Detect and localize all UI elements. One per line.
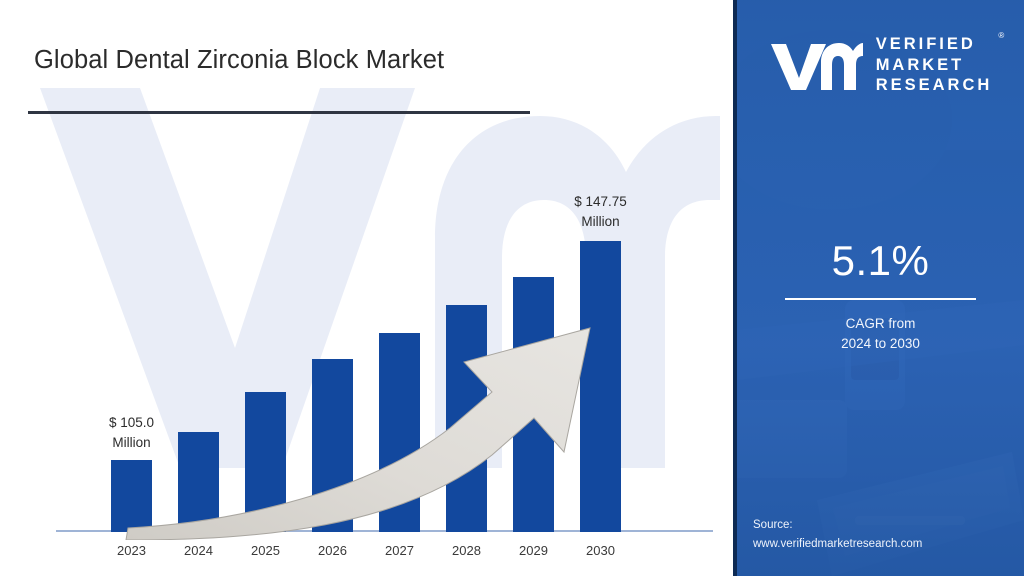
- registered-trademark-icon: ®: [998, 30, 1005, 40]
- logo-line-2: MARKET: [875, 55, 965, 74]
- panel-blue-tint: [737, 0, 1024, 576]
- source-url[interactable]: www.verifiedmarketresearch.com: [753, 538, 923, 551]
- bar-2025: [245, 392, 286, 532]
- chart-panel: Global Dental Zirconia Block Market $ 10…: [28, 46, 720, 558]
- data-label-2023-amount: $ 105.0: [108, 415, 155, 430]
- panel-divider: [733, 0, 737, 576]
- data-label-2030-amount: $ 147.75: [574, 194, 627, 209]
- bar-2026: [312, 359, 353, 532]
- x-tick-2025: 2025: [251, 543, 280, 558]
- logo-line-1: VERIFIED: [875, 34, 976, 53]
- bar-2023: [111, 460, 152, 532]
- x-tick-2024: 2024: [184, 543, 213, 558]
- bar-2027: [379, 333, 420, 532]
- cagr-divider: [785, 298, 976, 300]
- bar-2029: [513, 277, 554, 532]
- data-label-2030-unit: Million: [581, 213, 620, 229]
- data-label-2023-unit: Million: [112, 434, 151, 450]
- page-title: Global Dental Zirconia Block Market: [34, 46, 445, 74]
- cagr-caption: CAGR from 2024 to 2030: [737, 314, 1024, 355]
- vm-logo-mark-icon: [770, 43, 863, 90]
- logo-line-3: RESEARCH: [875, 76, 993, 95]
- cagr-value: 5.1%: [831, 237, 930, 284]
- cagr-block: 5.1% CAGR from 2024 to 2030: [737, 240, 1024, 355]
- logo-wordmark: VERIFIED MARKET RESEARCH ®: [875, 31, 1005, 97]
- x-tick-2028: 2028: [452, 543, 481, 558]
- title-underline: [28, 111, 530, 114]
- x-tick-2027: 2027: [385, 543, 414, 558]
- verified-market-research-logo: VERIFIED MARKET RESEARCH ®: [737, 26, 1024, 104]
- x-tick-2029: 2029: [519, 543, 548, 558]
- bar-2028: [446, 305, 487, 532]
- cagr-caption-line-1: CAGR from: [845, 316, 916, 331]
- cagr-caption-line-2: 2024 to 2030: [841, 336, 920, 352]
- data-label-2023: $ 105.0 Million: [66, 413, 197, 452]
- data-label-2030: $ 147.75 Million: [535, 192, 666, 231]
- x-tick-2026: 2026: [318, 543, 347, 558]
- bar-chart: $ 105.0 Million $ 147.75 Million 2023 20…: [56, 192, 713, 558]
- source-label: Source:: [753, 519, 793, 532]
- x-tick-2030: 2030: [586, 543, 615, 558]
- source-block: Source: www.verifiedmarketresearch.com: [753, 516, 1023, 554]
- bar-2030: [580, 241, 621, 532]
- x-tick-2023: 2023: [117, 543, 146, 558]
- branding-panel: VERIFIED MARKET RESEARCH ® 5.1% CAGR fro…: [737, 0, 1024, 576]
